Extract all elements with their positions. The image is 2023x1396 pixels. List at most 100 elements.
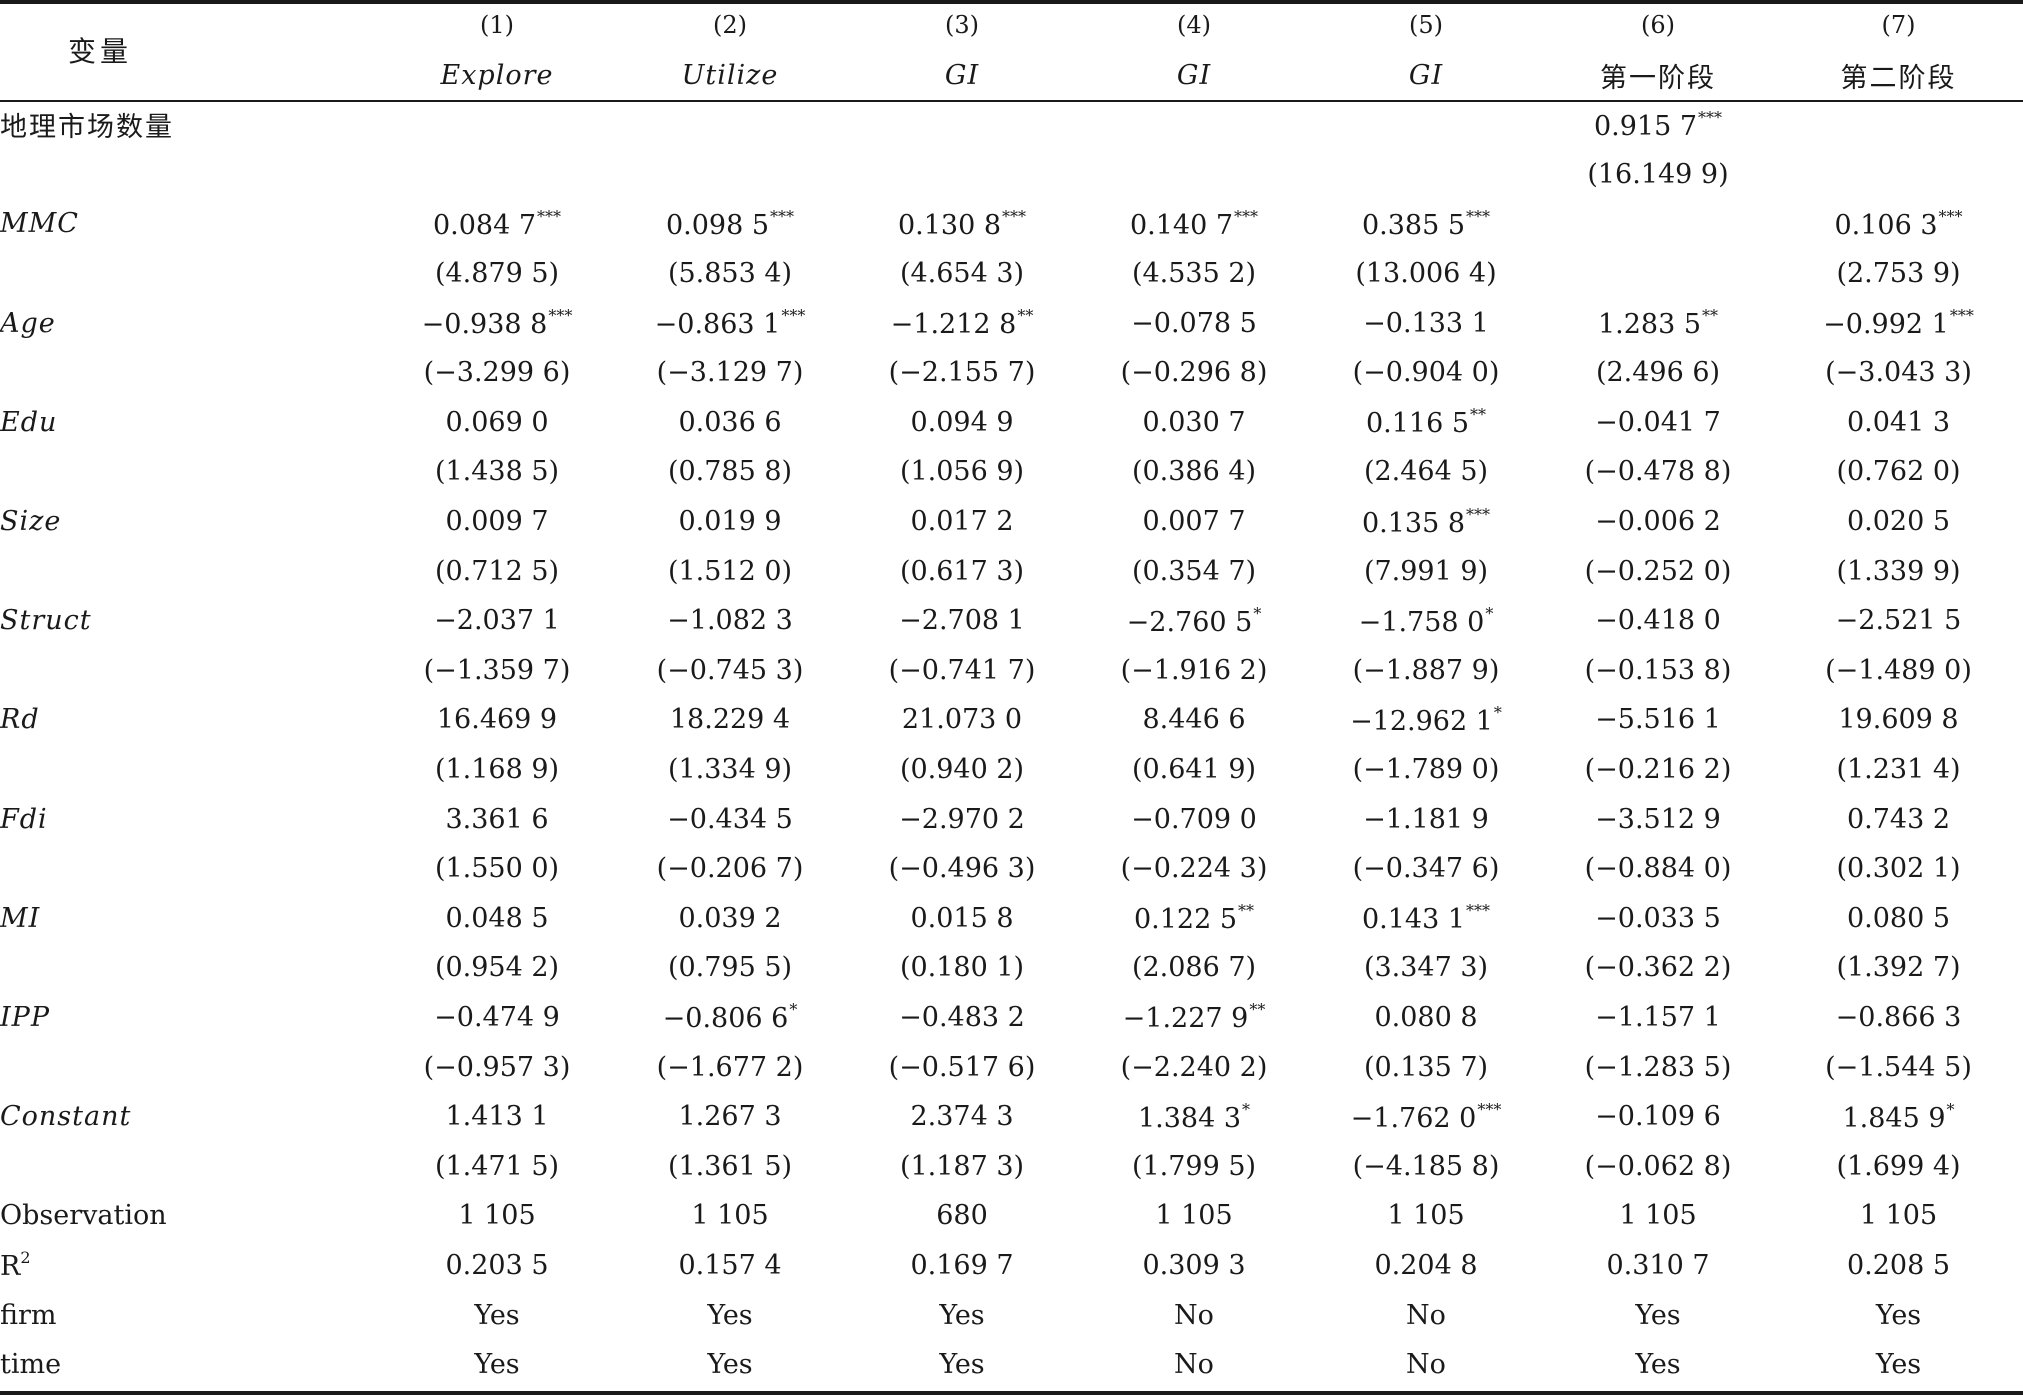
coefficient-value: 0.039 2 [678,902,782,934]
coefficient-cell: −0.938 8*** [380,298,614,348]
coefficient-cell [1310,100,1542,150]
header-blank [0,0,380,50]
label-blank [0,249,380,299]
footer-value: Yes [474,1349,520,1381]
significance-stars: *** [770,206,795,226]
variable-label: Age [0,307,56,339]
t-statistic: (−0.296 8) [1120,357,1268,389]
footer-label: firm [0,1290,380,1340]
t-statistic: (−0.153 8) [1584,654,1732,686]
table-row: Fdi 3.361 6 −0.434 5 −2.970 2 −0.709 0 −1.181… [0,794,2023,844]
table-row-tstat: (−1.359 7) (−0.745 3) (−0.741 7) (−1.916 2)… [0,646,2023,696]
coefficient-value: 0.140 7 [1129,209,1234,241]
t-statistic: (0.762 0) [1836,456,1961,488]
coefficient-cell: 1.283 5** [1542,298,1774,348]
coefficient-cell: −0.709 0 [1078,794,1310,844]
column-name: 第一阶段 [1600,62,1716,94]
t-statistic: (1.187 3) [899,1150,1025,1182]
t-statistic: (1.799 5) [1131,1150,1257,1182]
coefficient-cell: −2.037 1 [380,596,614,646]
t-statistic: (−0.741 7) [888,654,1036,686]
coefficient-value: −0.434 5 [667,803,793,835]
t-statistic: (4.654 3) [899,258,1025,290]
footer-value: Yes [1875,1349,1922,1381]
coefficient-cell: 0.007 7 [1078,497,1310,547]
coefficient-cell: −0.006 2 [1542,497,1774,547]
coefficient-value: −5.516 1 [1595,704,1721,736]
coefficient-cell: 0.041 3 [1774,398,2023,448]
coefficient-cell: 8.446 6 [1078,695,1310,745]
coefficient-cell: 0.106 3*** [1774,199,2023,249]
coefficient-cell: 0.036 6 [614,398,846,448]
significance-stars: *** [1234,206,1259,226]
coefficient-value: −1.212 8 [890,309,1017,341]
variable-header: 变量 [68,35,133,68]
column-name: 第二阶段 [1840,62,1957,94]
coefficient-value: 0.036 6 [678,406,782,438]
table-row-tstat: (1.168 9) (1.334 9) (0.940 2) (0.641 9) (−1.… [0,745,2023,795]
t-statistic: (−0.224 3) [1120,853,1268,885]
significance-stars: *** [1938,206,1963,226]
footer-value: No [1174,1349,1214,1381]
footer-value: 1 105 [1387,1200,1465,1232]
footer-value: Yes [939,1299,985,1331]
t-statistic: (−0.884 0) [1584,853,1732,885]
coefficient-cell: 0.135 8*** [1310,497,1542,547]
t-statistic: (0.795 5) [667,952,793,984]
top-rule [0,0,2023,4]
significance-stars: * [789,1000,798,1020]
coefficient-value: −0.992 1 [1823,309,1949,341]
t-statistic: (−3.129 7) [656,357,804,389]
coefficient-value: 0.019 9 [678,506,782,538]
coefficient-cell: 0.019 9 [614,497,846,547]
t-statistic: (1.334 9) [667,754,793,786]
footer-value: Yes [707,1349,753,1381]
t-statistic: (3.347 3) [1363,952,1489,984]
footer-value: Yes [1875,1299,1922,1331]
coefficient-cell: −12.962 1* [1310,695,1542,745]
coefficient-cell: −0.109 6 [1542,1092,1774,1142]
table-row-tstat: (0.954 2) (0.795 5) (0.180 1) (2.086 7) (3.3… [0,943,2023,993]
t-statistic: (1.471 5) [434,1150,560,1182]
coefficient-cell: 0.020 5 [1774,497,2023,547]
t-statistic: (1.339 9) [1836,555,1961,587]
coefficient-value: −0.709 0 [1131,803,1257,835]
coefficient-cell: −5.516 1 [1542,695,1774,745]
footer-value: 1 105 [1619,1200,1697,1232]
coefficient-cell: −0.474 9 [380,993,614,1043]
coefficient-cell: 0.116 5** [1310,398,1542,448]
label-blank [0,844,380,894]
t-statistic: (−3.299 6) [423,357,571,389]
coefficient-value: 0.385 5 [1361,209,1466,241]
coefficient-cell: −1.758 0* [1310,596,1542,646]
table-row: Rd 16.469 9 18.229 4 21.073 0 8.446 6 −12.962… [0,695,2023,745]
coefficient-value: 0.743 2 [1846,803,1951,835]
t-statistic: (0.386 4) [1131,456,1257,488]
coefficient-value: 0.048 5 [445,902,549,934]
coefficient-cell: 0.915 7*** [1542,100,1774,150]
coefficient-value: −0.006 2 [1595,506,1721,538]
variable-label: Constant [0,1101,132,1133]
t-statistic: (0.954 2) [434,952,560,984]
header-row-numbers: (1) (2) (3) (4) (5) (6) (7) [0,0,2023,50]
t-statistic: (−1.677 2) [656,1051,804,1083]
coefficient-cell: 0.084 7*** [380,199,614,249]
variable-label: Size [0,506,62,538]
coefficient-cell: −1.762 0*** [1310,1092,1542,1142]
footer-value: 0.310 7 [1606,1249,1710,1281]
coefficient-value: 0.915 7 [1593,110,1698,142]
footer-value: 1 105 [458,1200,536,1232]
footer-value: Yes [939,1349,985,1381]
coefficient-cell: 0.080 5 [1774,894,2023,944]
significance-stars: *** [537,206,562,226]
header-rule [0,100,2023,102]
footer-label-text: firm [0,1299,57,1331]
footer-value: No [1174,1299,1214,1331]
significance-stars: * [1946,1099,1955,1119]
t-statistic: (0.940 2) [899,754,1025,786]
variable-label: MMC [0,208,79,240]
coefficient-value: −1.157 1 [1595,1001,1721,1033]
significance-stars: * [1253,603,1262,623]
